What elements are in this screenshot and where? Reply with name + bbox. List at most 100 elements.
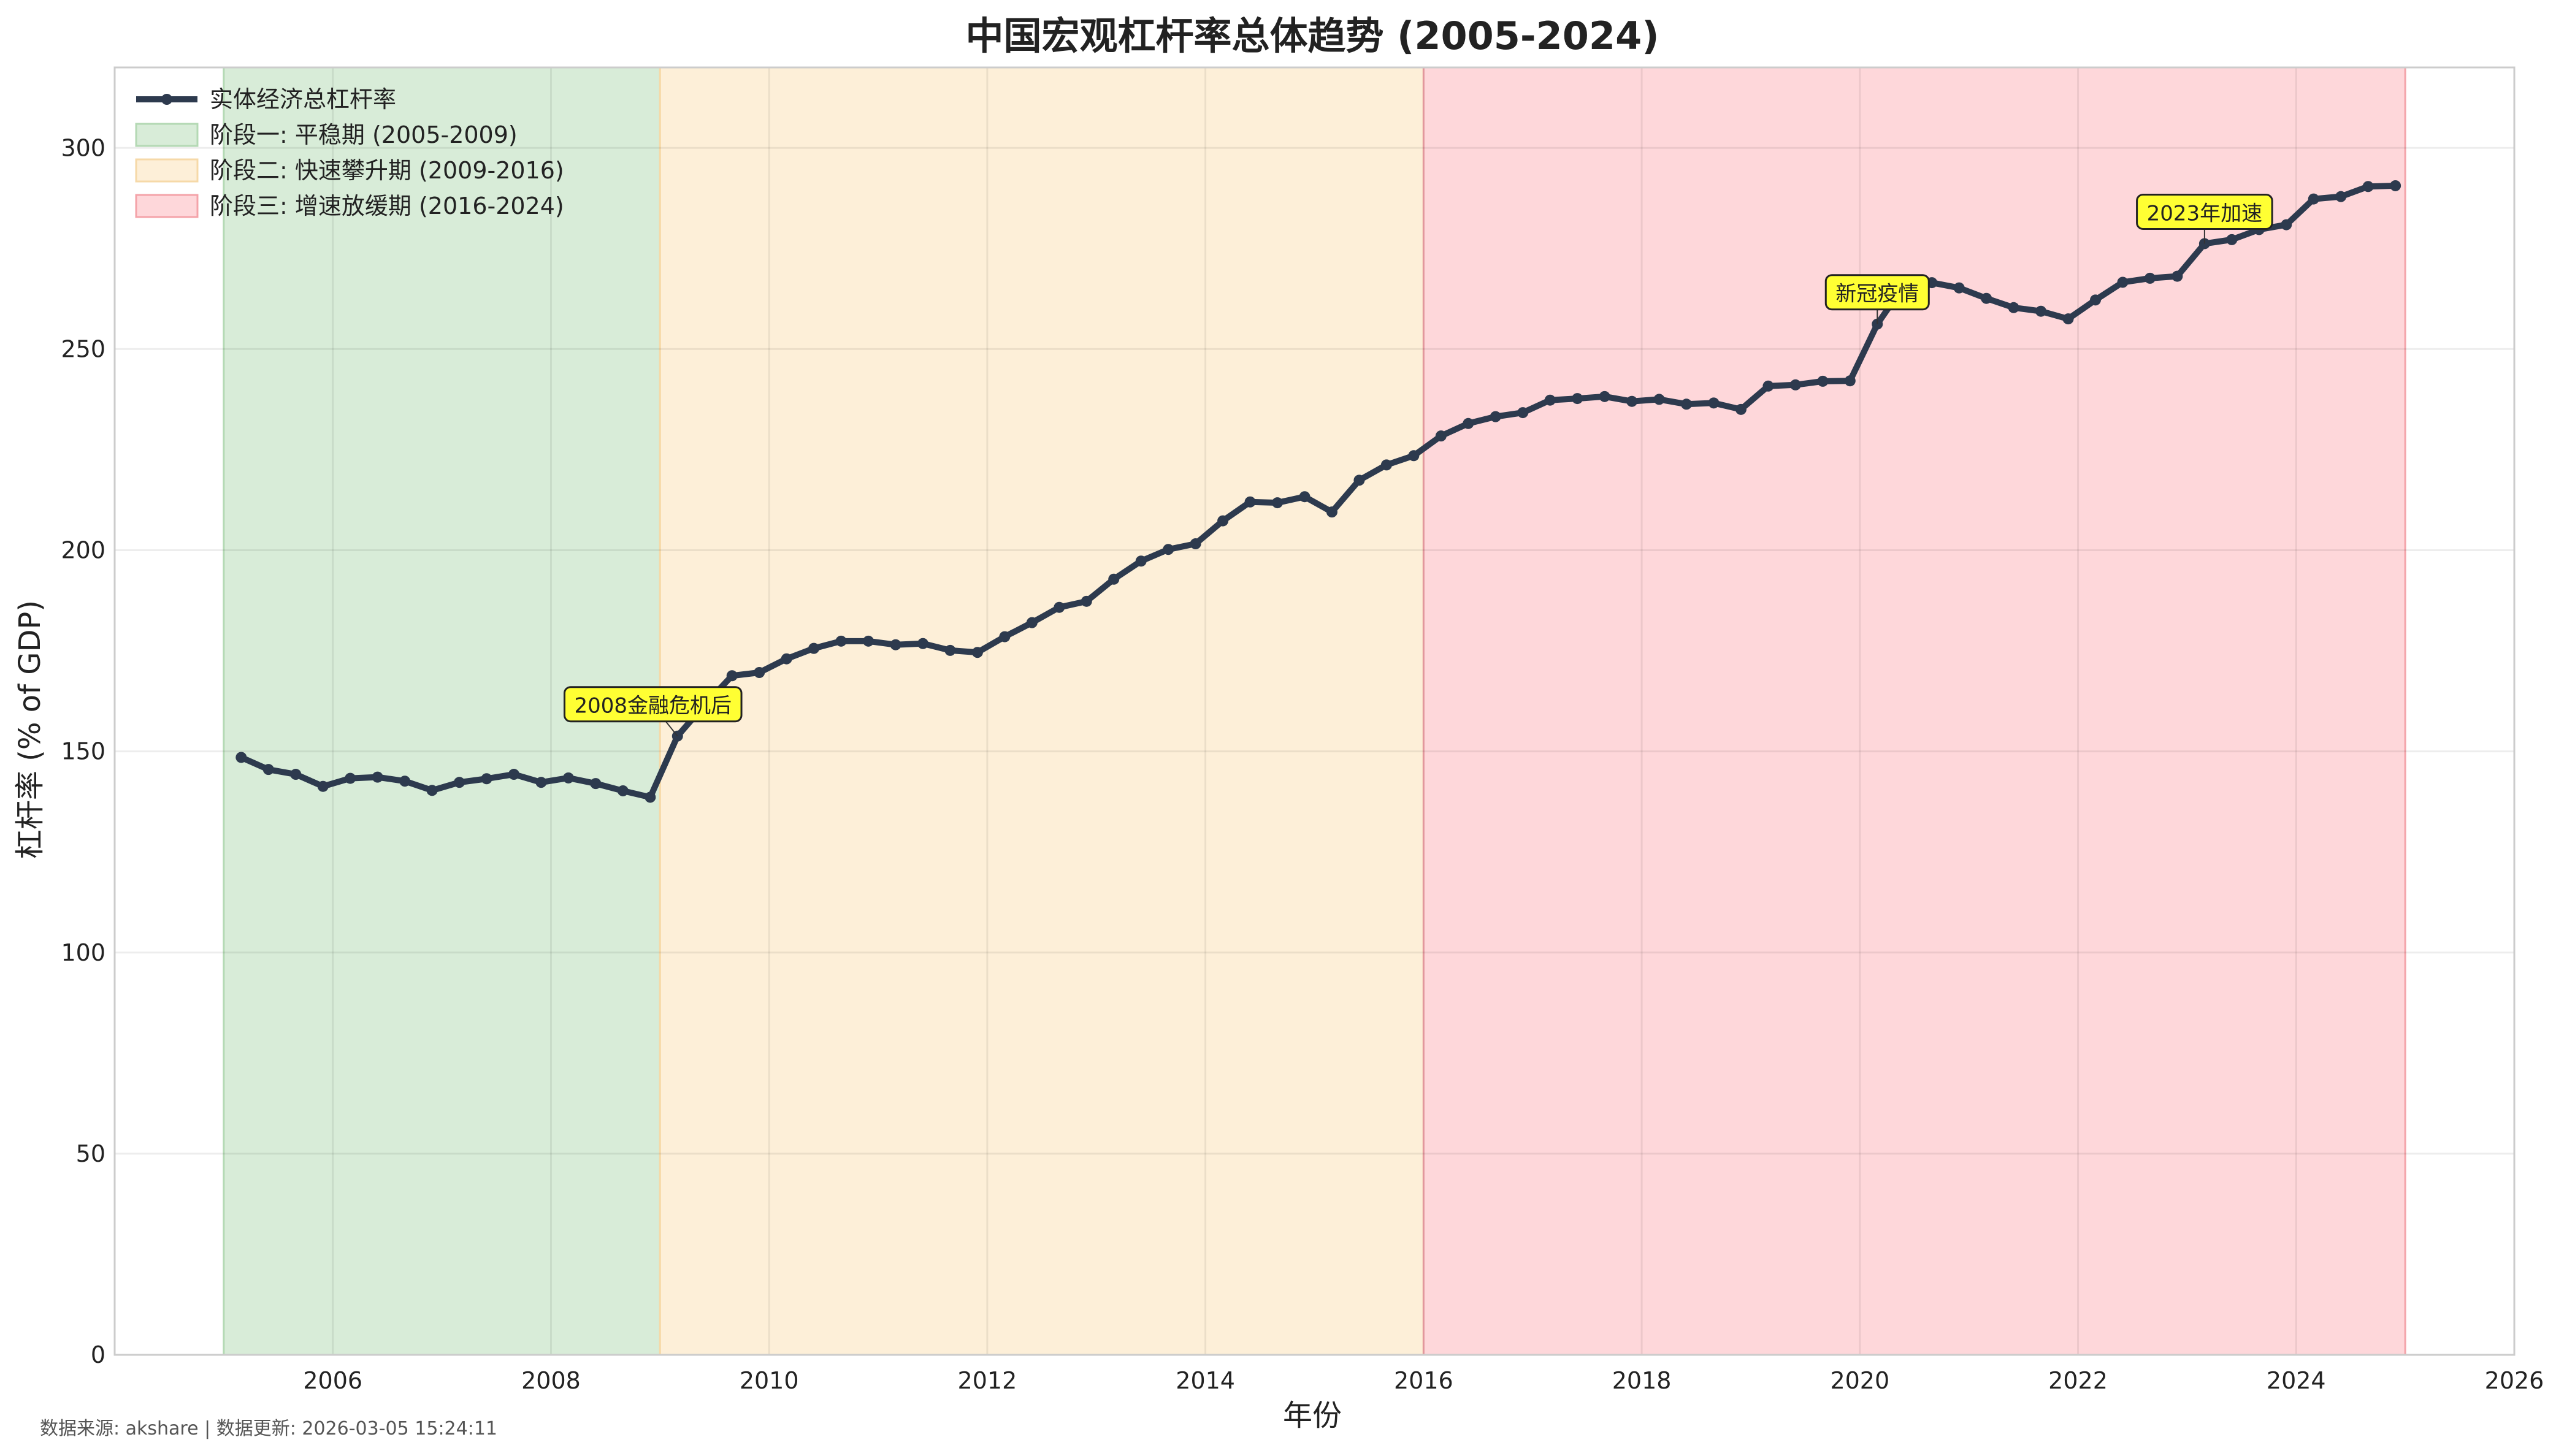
data-point xyxy=(1463,417,1474,429)
annotations: 2008金融危机后 新冠疫情 2023年加速 xyxy=(564,193,2273,737)
data-point xyxy=(1953,282,1965,294)
data-point xyxy=(2035,305,2047,317)
data-point xyxy=(917,638,928,649)
phase-band-3 xyxy=(1422,66,2406,1356)
data-point xyxy=(754,667,765,678)
data-point xyxy=(1244,496,1256,508)
legend-series-label: 实体经济总杠杆率 xyxy=(210,86,396,113)
y-tick-label: 150 xyxy=(61,738,105,765)
y-axis-label: 杠杆率 (% of GDP) xyxy=(13,600,47,859)
data-point xyxy=(1081,595,1092,607)
data-point xyxy=(617,785,629,796)
annotation: 新冠疫情 xyxy=(1824,274,1930,324)
data-point xyxy=(1762,380,1774,392)
data-point xyxy=(1135,555,1147,567)
data-point xyxy=(1626,395,1638,407)
data-point xyxy=(1026,617,1038,628)
data-point xyxy=(835,635,847,647)
data-point xyxy=(1789,379,1801,391)
data-point xyxy=(2362,181,2374,192)
x-tick-label: 2016 xyxy=(1394,1367,1453,1394)
y-tick-label: 200 xyxy=(61,537,105,564)
x-tick-label: 2010 xyxy=(740,1367,799,1394)
data-point xyxy=(2226,234,2238,245)
data-point xyxy=(1981,292,1992,304)
x-axis-label: 年份 xyxy=(1283,1398,1342,1433)
data-point xyxy=(1217,515,1229,527)
annotation-box xyxy=(1824,274,1930,311)
annotation-box xyxy=(564,686,743,723)
data-point xyxy=(2117,276,2129,288)
data-point xyxy=(944,644,956,656)
data-point xyxy=(1108,573,1120,585)
data-point xyxy=(1844,375,1856,387)
data-point xyxy=(535,777,547,788)
data-point xyxy=(2390,180,2401,191)
data-point xyxy=(1490,411,1501,422)
legend-phase-swatch xyxy=(135,194,199,218)
legend-phase-label: 阶段二: 快速攀升期 (2009-2016) xyxy=(210,157,564,184)
data-point xyxy=(235,752,247,763)
legend-phase-swatch xyxy=(135,158,199,183)
y-tick-label: 0 xyxy=(91,1341,105,1368)
data-point xyxy=(481,773,492,785)
data-point xyxy=(971,647,983,658)
footer-source: 数据来源: akshare | 数据更新: 2026-03-05 15:24:1… xyxy=(40,1418,497,1439)
series-layer xyxy=(235,180,2401,803)
x-tick-label: 2018 xyxy=(1612,1367,1672,1394)
phase-band-2 xyxy=(659,66,1425,1356)
x-tick-label: 2020 xyxy=(1830,1367,1889,1394)
data-point xyxy=(262,764,274,776)
data-point xyxy=(1735,403,1747,415)
data-point xyxy=(863,635,874,647)
x-tick-label: 2008 xyxy=(521,1367,581,1394)
data-point xyxy=(1326,506,1337,518)
data-point xyxy=(890,639,901,650)
data-point xyxy=(726,670,738,682)
data-point xyxy=(1681,398,1693,410)
data-point xyxy=(2090,294,2102,306)
data-point xyxy=(781,653,792,665)
y-tick-label: 250 xyxy=(61,335,105,362)
x-axis-ticks: 2006 2008 2010 2012 2014 2016 2018 2020 2022 2024… xyxy=(303,1367,2544,1394)
y-tick-label: 300 xyxy=(61,134,105,161)
data-point xyxy=(2308,193,2319,205)
chart-title: 中国宏观杠杆率总体趋势 (2005-2024) xyxy=(965,13,1659,58)
data-point xyxy=(1708,397,1720,409)
data-point xyxy=(999,631,1011,642)
data-point xyxy=(1353,475,1365,486)
data-point xyxy=(2171,270,2183,282)
data-point xyxy=(372,771,383,783)
data-point xyxy=(508,769,519,780)
x-tick-label: 2012 xyxy=(958,1367,1017,1394)
y-tick-label: 50 xyxy=(76,1140,105,1167)
data-point xyxy=(2281,219,2292,231)
data-point xyxy=(645,791,656,803)
legend-phase-label: 阶段三: 增速放缓期 (2016-2024) xyxy=(210,192,564,219)
x-tick-label: 2024 xyxy=(2267,1367,2326,1394)
data-point xyxy=(290,769,302,780)
data-point xyxy=(1380,459,1392,471)
data-point xyxy=(1408,450,1420,462)
annotation: 2008金融危机后 xyxy=(564,686,743,737)
annotation-label: 2023年加速 xyxy=(2147,201,2263,226)
data-point xyxy=(399,776,411,787)
annotation-label: 2008金融危机后 xyxy=(575,694,732,718)
data-point xyxy=(1435,430,1447,442)
x-tick-label: 2014 xyxy=(1176,1367,1235,1394)
data-point xyxy=(454,777,465,788)
data-point xyxy=(345,772,356,784)
data-point xyxy=(1299,491,1311,503)
data-point xyxy=(1817,375,1829,387)
data-point xyxy=(808,642,820,654)
data-point xyxy=(1572,393,1583,405)
data-point xyxy=(2008,302,2019,313)
x-tick-label: 2006 xyxy=(303,1367,362,1394)
data-point xyxy=(1054,601,1065,613)
legend-phase-label: 阶段一: 平稳期 (2005-2009) xyxy=(210,121,518,148)
legend-phase-swatch xyxy=(135,123,199,147)
data-point xyxy=(590,778,602,790)
y-axis-ticks: 0 50 100 150 200 250 300 xyxy=(61,134,105,1368)
